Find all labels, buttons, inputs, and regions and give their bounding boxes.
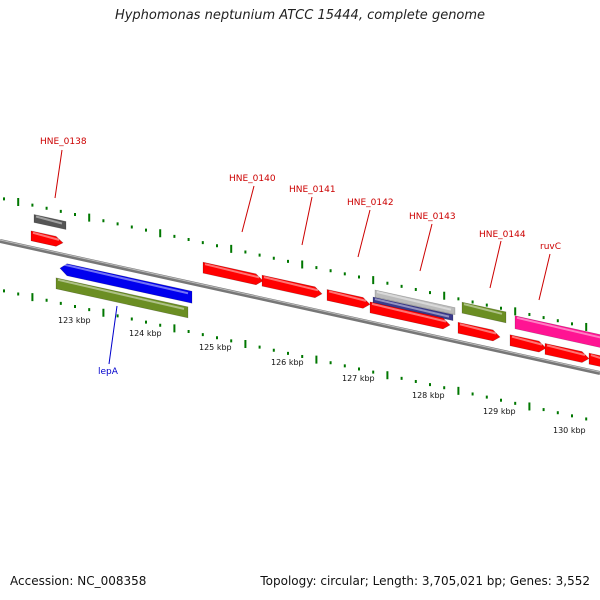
scale-label-127kbp: 127 kbp (342, 374, 375, 383)
gene-label-hne-0141[interactable]: HNE_0141 (289, 185, 336, 195)
upper-tick-track (3, 197, 588, 331)
gene-hne-0143-grey-sheen (376, 291, 452, 311)
gene-ruvc-bar[interactable] (514, 315, 600, 349)
gene-hne-0144-olive-sheen (463, 303, 503, 315)
gene-hne-0141-arrow-sheen (263, 276, 319, 292)
genome-backbone-highlight (0, 239, 600, 373)
gene-label-lepa[interactable]: lepA (98, 367, 119, 377)
gene-hne-0141-arrow[interactable] (261, 274, 323, 299)
gene-hne-0138-arrow-sheen (32, 231, 60, 241)
gene-hne-0143-arrow[interactable] (369, 301, 451, 330)
gene-lepa-arrow-sheen (61, 263, 189, 295)
accession-text: Accession: NC_008358 (10, 574, 147, 588)
gene-lower-arrow-2[interactable] (509, 334, 547, 353)
scale-label-128kbp: 128 kbp (412, 391, 445, 400)
leader-hne-0143 (419, 223, 433, 272)
leader-hne-0142 (357, 209, 371, 258)
scale-label-123kbp: 123 kbp (58, 316, 91, 325)
map-title: Hyphomonas neptunium ATCC 15444, complet… (114, 8, 486, 23)
gene-label-hne-0143[interactable]: HNE_0143 (409, 212, 456, 222)
gene-lepa-olive[interactable] (55, 277, 189, 319)
leader-hne-0144 (489, 240, 502, 289)
gene-hne-0138-bar[interactable] (33, 214, 67, 230)
gene-hne-0144-olive[interactable] (461, 301, 507, 324)
leader-ruvc (538, 253, 551, 301)
gene-hne-0143-navy[interactable] (372, 296, 454, 322)
scale-label-129kbp: 129 kbp (483, 407, 516, 416)
genome-backbone (0, 239, 600, 375)
gene-hne-0142-arrow[interactable] (326, 289, 371, 309)
leader-lepa (108, 305, 118, 365)
gene-lepa-arrow[interactable] (59, 263, 193, 304)
gene-label-hne-0140[interactable]: HNE_0140 (229, 174, 276, 184)
leader-hne-0138 (54, 149, 63, 199)
gene-lower-arrow-2-sheen (511, 335, 543, 346)
gene-label-hne-0142[interactable]: HNE_0142 (347, 198, 394, 208)
gene-hne-0138-arrow[interactable] (30, 230, 64, 247)
gene-lower-arrow-4-sheen (590, 354, 600, 359)
scale-label-124kbp: 124 kbp (129, 329, 162, 338)
gene-hne-0143-grey[interactable] (374, 289, 456, 315)
scale-label-130kbp: 130 kbp (553, 426, 586, 435)
gene-lower-arrow-3-sheen (546, 344, 586, 357)
gene-hne-0140-arrow[interactable] (202, 261, 264, 286)
gene-hne-0142-arrow-sheen (328, 290, 367, 302)
gene-lower-arrow-1[interactable] (457, 321, 501, 342)
leader-hne-0141 (301, 196, 313, 246)
leader-hne-0140 (241, 185, 255, 233)
gene-hne-0140-arrow-sheen (204, 263, 260, 279)
lower-tick-track (3, 289, 588, 421)
gene-hne-0138-bar-sheen (35, 215, 63, 225)
gene-label-ruvc[interactable]: ruvC (540, 242, 561, 252)
gene-features (30, 214, 600, 368)
gene-ruvc-bar-sheen (516, 316, 600, 339)
gene-lepa-olive-sheen (57, 278, 185, 310)
gene-label-hne-0138[interactable]: HNE_0138 (40, 137, 87, 147)
scale-label-126kbp: 126 kbp (271, 358, 304, 367)
genome-summary-text: Topology: circular; Length: 3,705,021 bp… (260, 574, 590, 588)
gene-lower-arrow-3[interactable] (544, 343, 590, 363)
gene-hne-0143-arrow-sheen (371, 302, 447, 323)
scale-label-125kbp: 125 kbp (199, 343, 232, 352)
gene-hne-0143-navy-sheen (374, 298, 450, 318)
label-leaders (54, 149, 551, 365)
gene-lower-arrow-1-sheen (459, 323, 497, 335)
gene-label-hne-0144[interactable]: HNE_0144 (479, 230, 526, 240)
gene-lower-arrow-4[interactable] (588, 352, 600, 368)
